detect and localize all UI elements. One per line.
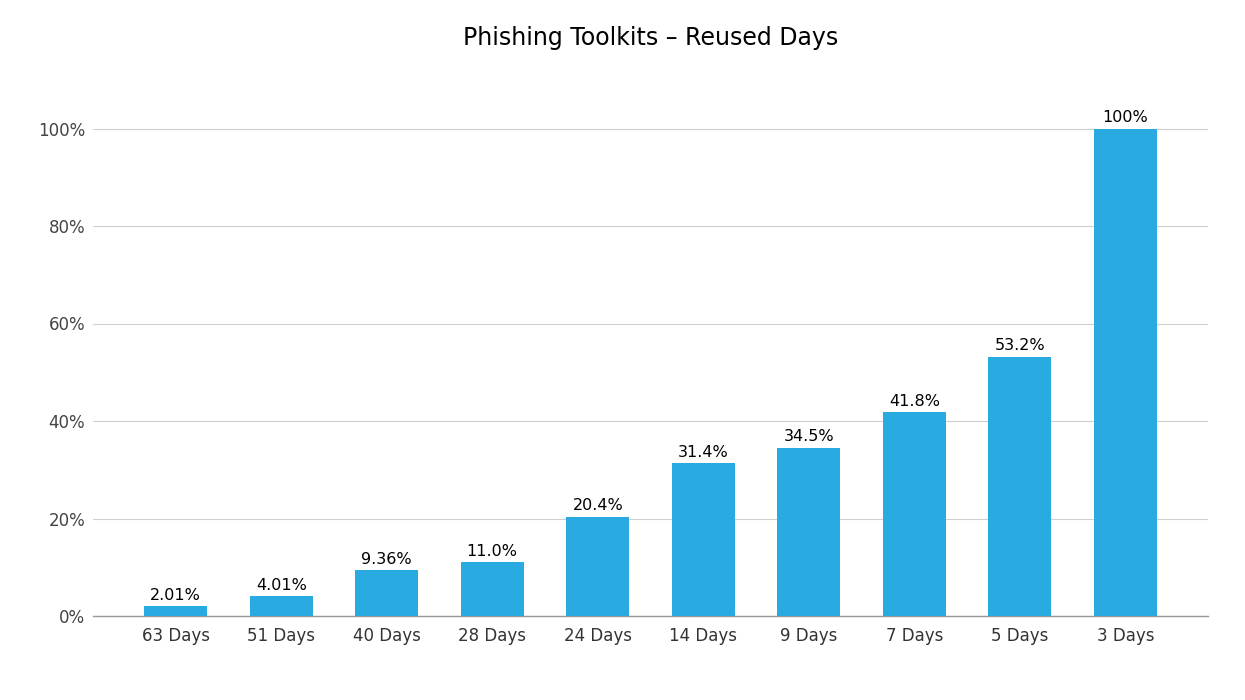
Bar [355, 570, 418, 616]
Bar [777, 448, 840, 616]
Text: 20.4%: 20.4% [573, 498, 624, 513]
Bar [883, 412, 946, 616]
Text: 34.5%: 34.5% [783, 429, 834, 444]
Bar [566, 517, 630, 616]
Bar [144, 606, 208, 616]
Bar [249, 596, 312, 616]
Bar [989, 356, 1052, 616]
Text: 41.8%: 41.8% [889, 394, 940, 409]
Text: 4.01%: 4.01% [255, 578, 306, 593]
Text: 2.01%: 2.01% [151, 588, 202, 603]
Text: 100%: 100% [1103, 110, 1148, 125]
Title: Phishing Toolkits – Reused Days: Phishing Toolkits – Reused Days [463, 26, 838, 50]
Bar [671, 463, 735, 616]
Text: 11.0%: 11.0% [467, 544, 518, 559]
Text: 31.4%: 31.4% [677, 444, 728, 459]
Text: 53.2%: 53.2% [995, 338, 1045, 354]
Bar [1093, 129, 1157, 616]
Bar [461, 562, 524, 616]
Text: 9.36%: 9.36% [361, 552, 412, 567]
